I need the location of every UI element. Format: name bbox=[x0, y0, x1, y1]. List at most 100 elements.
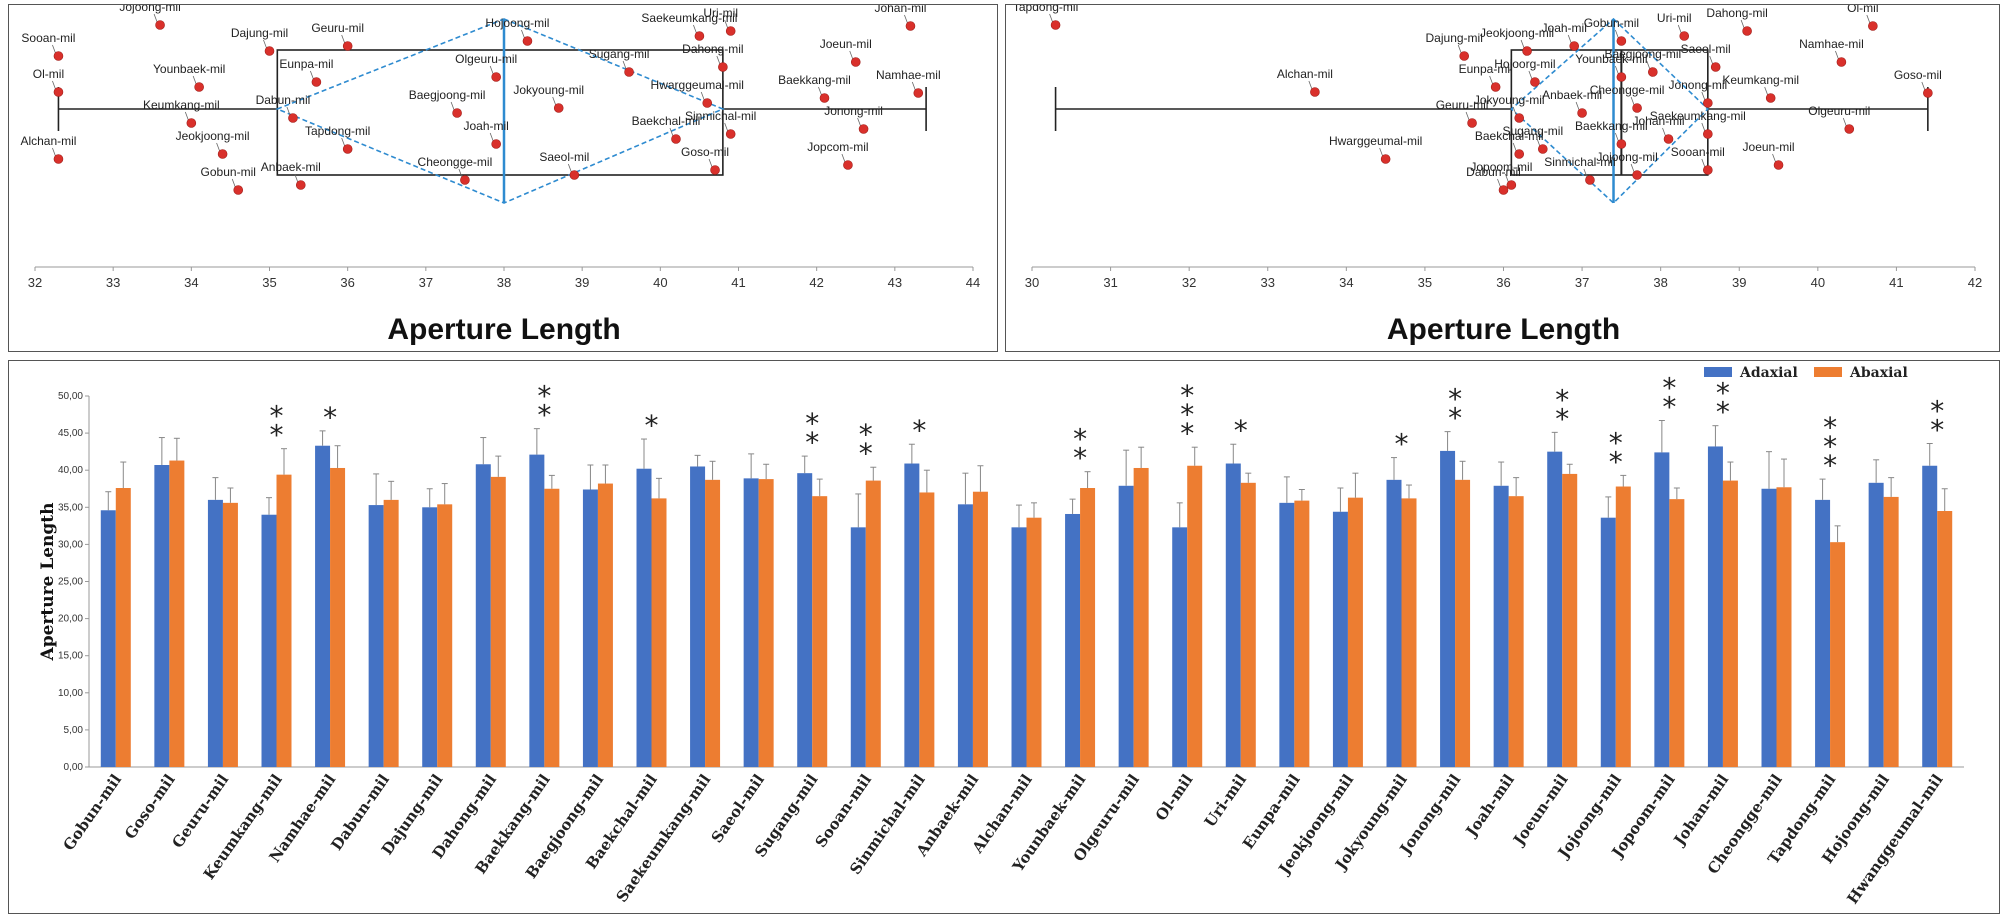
y-tick-label: 10,00 bbox=[58, 688, 83, 699]
leader-line bbox=[1567, 34, 1572, 44]
data-point-sinmichal-mil bbox=[1585, 175, 1595, 185]
bar-adaxial-joeun-mil bbox=[1547, 451, 1563, 767]
point-label-keumkang-mil: Keumkang-mil bbox=[1722, 73, 1799, 87]
leader-line bbox=[1457, 44, 1462, 54]
bar-abaxial-eunpa-mil bbox=[1294, 500, 1310, 767]
significance-star: * bbox=[859, 418, 873, 451]
point-label-sooan-mil: Sooan-mil bbox=[21, 31, 75, 45]
significance-star: * bbox=[1180, 379, 1194, 412]
point-label-johan-mil: Johan-mil bbox=[874, 5, 926, 15]
leader-line bbox=[708, 158, 713, 168]
point-label-saeol-mil: Saeol-mil bbox=[539, 150, 589, 164]
leader-line bbox=[1740, 19, 1745, 29]
leader-line bbox=[1615, 132, 1619, 142]
point-label-dahong-mil: Dahong-mil bbox=[1706, 6, 1767, 20]
data-point-geuru-mil bbox=[342, 41, 353, 51]
leader-line bbox=[669, 127, 674, 137]
leader-line bbox=[857, 117, 861, 127]
data-point-olgeuru-mil bbox=[491, 72, 501, 82]
x-tick-label: 36 bbox=[1496, 275, 1510, 290]
leader-line bbox=[1520, 39, 1525, 49]
data-point-keumkang-mil bbox=[1765, 93, 1776, 103]
data-point-hwarggeumal-mil bbox=[702, 98, 713, 108]
leader-line bbox=[552, 96, 557, 106]
point-label-tapdong-mil: Tapdong-mil bbox=[1013, 5, 1078, 14]
data-point-anbaek-mil bbox=[295, 180, 306, 190]
bar-chart: 0,00 5,00 10,00 15,00 20,00 25,00 30,00 35,00 40… bbox=[38, 365, 1964, 907]
leader-line bbox=[1489, 75, 1494, 85]
x-tick-label: 41 bbox=[1889, 275, 1903, 290]
leader-line bbox=[724, 122, 729, 132]
bar-abaxial-dajung-mil bbox=[437, 504, 453, 767]
x-tick-label: 33 bbox=[1261, 275, 1275, 290]
legend-label-adaxial: Adaxial bbox=[1739, 365, 1798, 381]
data-point-hojoong-mil bbox=[522, 36, 533, 46]
legend-swatch-adaxial bbox=[1704, 367, 1732, 377]
x-tick-label: 33 bbox=[106, 275, 120, 290]
leader-line bbox=[310, 70, 314, 80]
point-label-anbaek-mil: Anbaek-mil bbox=[1542, 88, 1602, 102]
point-label-jojoong-mil: Jojoong-mil bbox=[119, 5, 180, 14]
point-label-joeun-mil: Joeun-mil bbox=[1743, 140, 1795, 154]
bar-abaxial-uri-mil bbox=[1240, 482, 1256, 767]
point-label-hojoong-mil: Hojoong-mil bbox=[485, 16, 549, 30]
bar-adaxial-namhae-mil bbox=[315, 445, 331, 767]
point-label-baekkang-mil: Baekkang-mil bbox=[778, 73, 851, 87]
point-label-baegjoong-mil: Baegjoong-mil bbox=[1604, 47, 1681, 61]
y-tick-label: 35,00 bbox=[58, 502, 83, 513]
box-iqr bbox=[276, 49, 724, 176]
leader-line bbox=[1630, 163, 1635, 173]
category-label-ol-mil: Ol-mil bbox=[1152, 771, 1197, 824]
scatter-plot-abaxial: 30 31 32 33 34 35 36 37 38 39 40 41 42 Aperture Lengt… bbox=[1013, 5, 1982, 346]
data-point-younbaek-mil bbox=[194, 82, 204, 92]
point-label-cheongge-mil: Cheongge-mil bbox=[418, 155, 493, 169]
leader-line bbox=[1049, 13, 1053, 23]
significance-star: * bbox=[323, 401, 337, 434]
bar-abaxial-keumkang-mil bbox=[276, 474, 292, 767]
leader-line bbox=[1662, 127, 1666, 137]
leader-line bbox=[841, 153, 846, 163]
bar-adaxial-gobun-mil bbox=[100, 510, 116, 767]
bar-abaxial-dabun-mil bbox=[383, 499, 399, 767]
significance-star: * bbox=[1073, 442, 1087, 475]
point-label-jonong-mil: Jonong-mil bbox=[1668, 78, 1727, 92]
bar-abaxial-joeun-mil bbox=[1562, 473, 1578, 767]
data-point-baekchal-mil bbox=[671, 134, 681, 144]
leader-line bbox=[1575, 101, 1580, 111]
point-label-baegjoong-mil: Baegjoong-mil bbox=[409, 88, 486, 102]
data-point-baekkang-mil bbox=[1616, 139, 1627, 149]
y-tick-label: 45,00 bbox=[58, 428, 83, 439]
data-point-goso-mil bbox=[1923, 88, 1933, 98]
data-point-saeol-mil bbox=[569, 170, 580, 180]
leader-line bbox=[192, 75, 197, 85]
leader-line bbox=[1772, 153, 1776, 163]
data-point-jeokjoong-mil bbox=[217, 149, 228, 159]
leader-line bbox=[1504, 173, 1509, 183]
x-tick-label: 35 bbox=[1418, 275, 1432, 290]
data-point-joah-mil bbox=[491, 139, 501, 149]
leader-line bbox=[489, 132, 494, 142]
bar-adaxial-olgeuru-mil bbox=[1118, 485, 1134, 767]
category-label-gobun-mil: Gobun-mil bbox=[59, 771, 125, 854]
bar-abaxial-cheongge-mil bbox=[1776, 487, 1792, 767]
data-point-cheongge-mil bbox=[1632, 103, 1642, 113]
point-label-dabun-mil: Dabun-mil bbox=[256, 93, 311, 107]
bar-adaxial-hojoong-mil bbox=[1868, 482, 1884, 767]
bar-adaxial-jojoong-mil bbox=[1600, 517, 1616, 767]
significance-star: * bbox=[1180, 398, 1194, 431]
bar-adaxial-jonong-mil bbox=[1440, 450, 1456, 767]
data-point-uri-mil bbox=[1679, 31, 1690, 41]
bar-abaxial-jonong-mil bbox=[1455, 479, 1471, 767]
bar-abaxial-alchan-mil bbox=[1026, 517, 1042, 767]
leader-line bbox=[52, 80, 56, 90]
bar-adaxial-saekeumkang-mil bbox=[690, 466, 706, 767]
x-tick-label: 32 bbox=[28, 275, 42, 290]
bar-adaxial-jeokjoong-mil bbox=[1332, 511, 1348, 767]
bar-adaxial-anbaek-mil bbox=[957, 504, 973, 767]
x-tick-label: 40 bbox=[1811, 275, 1825, 290]
category-label-saeol-mil: Saeol-mil bbox=[708, 771, 768, 847]
data-point-baegjoong-mil bbox=[452, 108, 462, 118]
leader-line bbox=[450, 101, 455, 111]
data-point-jojoong-mil bbox=[1632, 170, 1642, 180]
leader-line bbox=[1465, 111, 1470, 121]
